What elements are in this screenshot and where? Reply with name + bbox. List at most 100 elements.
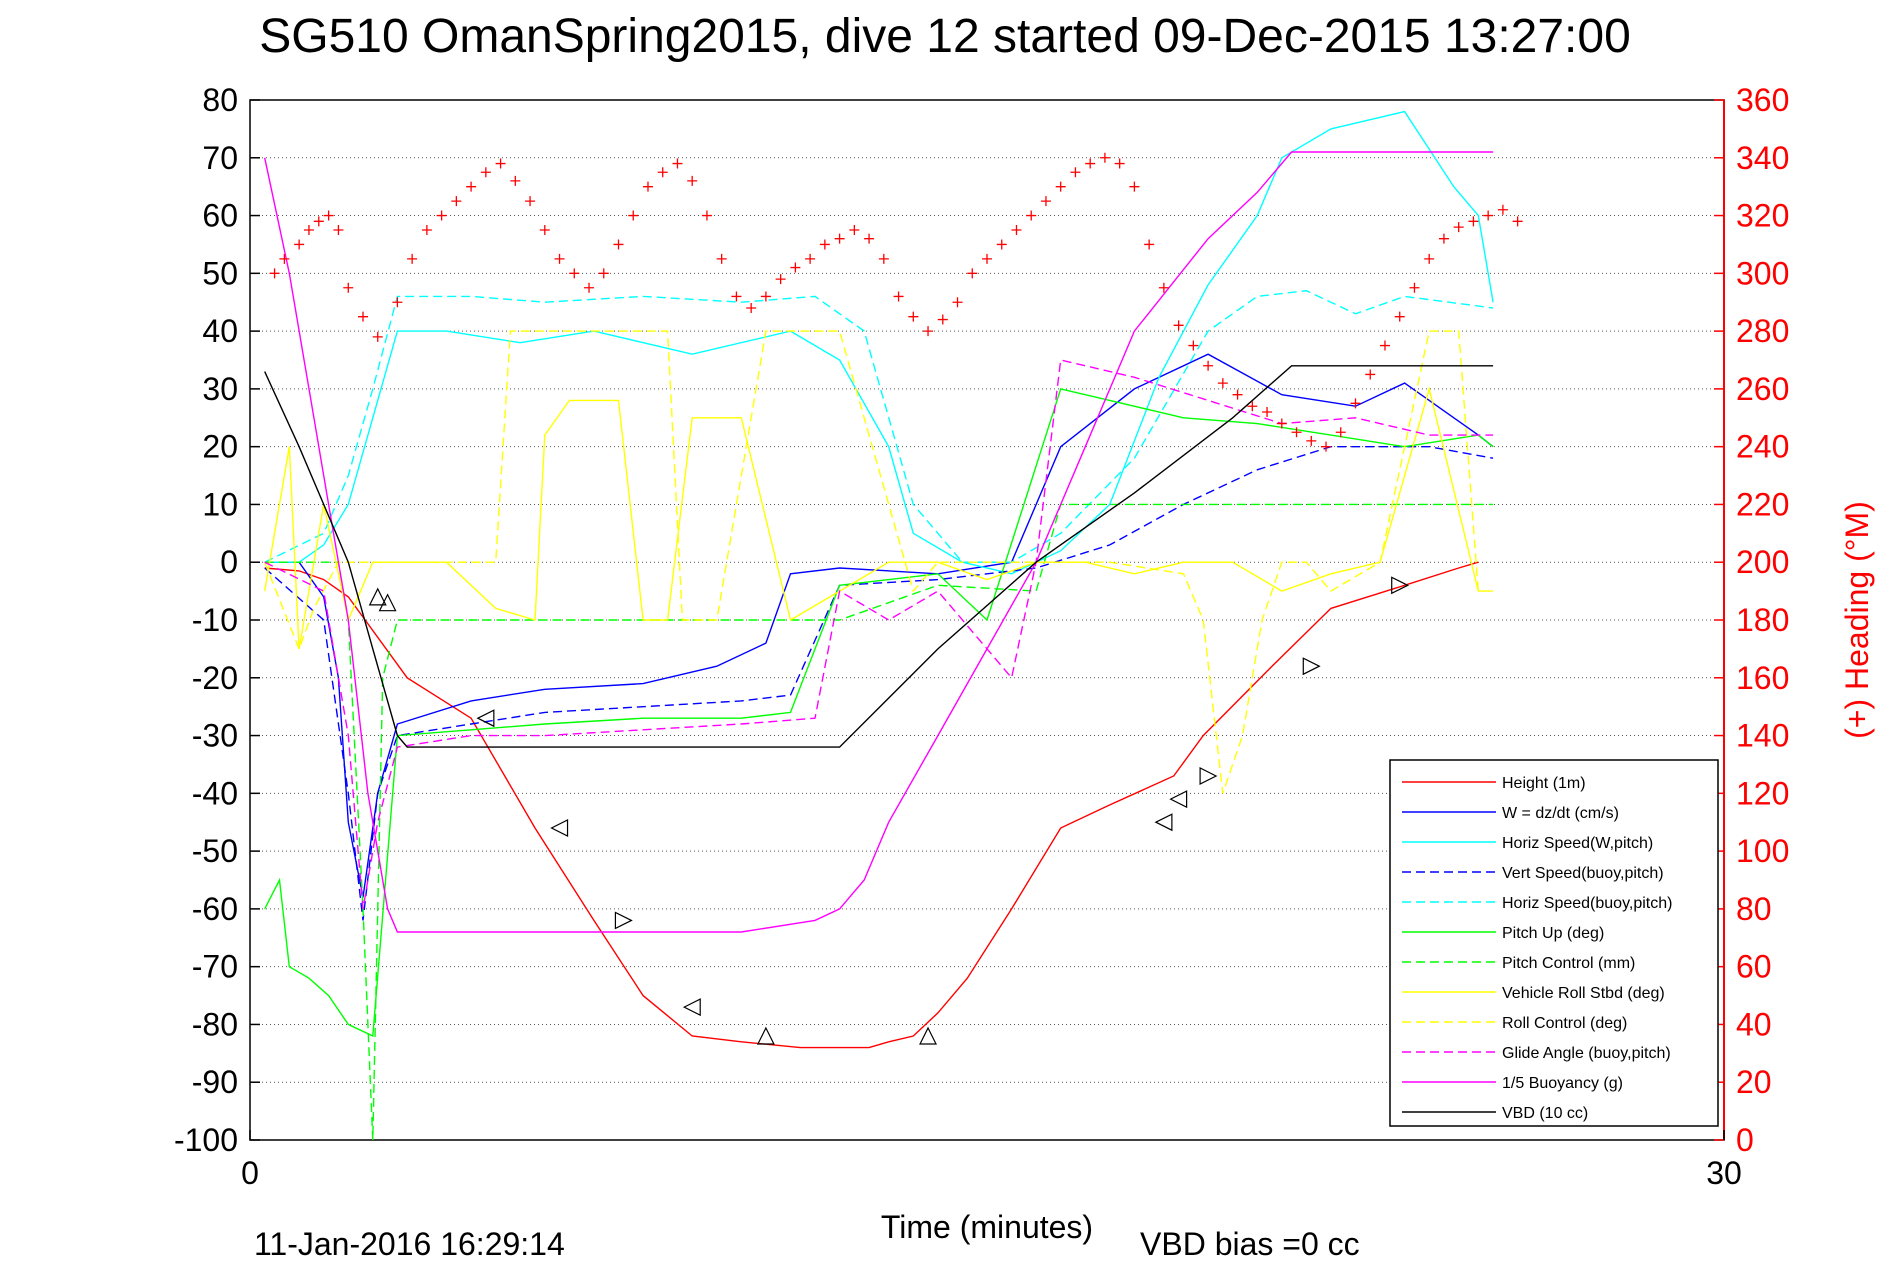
heading-point	[569, 268, 580, 279]
heading-point	[731, 291, 742, 302]
heading-point	[323, 210, 334, 221]
left-tick-label: 0	[220, 544, 238, 580]
heading-point	[451, 196, 462, 207]
heading-point	[834, 233, 845, 244]
heading-point	[701, 210, 712, 221]
heading-point	[687, 175, 698, 186]
heading-point	[1203, 360, 1214, 371]
heading-point	[1085, 158, 1096, 169]
heading-point	[421, 225, 432, 235]
heading-point	[1173, 320, 1184, 331]
right-tick-label: 140	[1736, 718, 1789, 754]
right-tick-label: 80	[1736, 891, 1772, 927]
triangle-marker	[614, 911, 633, 930]
heading-point	[746, 303, 757, 313]
heading-markers	[269, 152, 1523, 452]
triangle-marker	[1154, 813, 1173, 832]
heading-point	[584, 282, 595, 293]
right-tick-label: 200	[1736, 544, 1789, 580]
heading-point	[864, 233, 875, 244]
heading-point	[392, 297, 403, 308]
heading-point	[657, 167, 668, 178]
right-tick-label: 0	[1736, 1122, 1754, 1158]
heading-point	[1497, 204, 1508, 215]
left-tick-label: 50	[202, 255, 238, 291]
heading-point	[480, 167, 491, 178]
heading-point	[1379, 340, 1390, 351]
left-tick-label: -20	[192, 660, 238, 696]
heading-point	[510, 175, 521, 186]
triangle-marker	[682, 998, 701, 1017]
heading-point	[1217, 378, 1228, 389]
heading-point	[1512, 216, 1523, 227]
left-tick-label: -60	[192, 891, 238, 927]
right-tick-label: 180	[1736, 602, 1789, 638]
legend: Height (1m) W = dz/dt (cm/s) Horiz Speed(W…	[1389, 759, 1719, 1127]
x-tick-label: 30	[1706, 1155, 1742, 1191]
left-tick-label: 10	[202, 486, 238, 522]
heading-point	[1438, 233, 1449, 244]
right-tick-label: 60	[1736, 949, 1772, 985]
series-line	[264, 446, 1494, 921]
heading-point	[628, 210, 639, 221]
footer-vbd-bias: VBD bias =0 cc	[1140, 1226, 1360, 1262]
heading-point	[269, 268, 280, 279]
heading-point	[1483, 210, 1494, 221]
heading-point	[613, 239, 624, 250]
triangle-markers	[368, 576, 1410, 1045]
right-axis-ticks: 3603403203002802602402202001801601401201…	[1714, 82, 1789, 1158]
triangle-marker	[368, 587, 387, 606]
heading-point	[1468, 216, 1479, 227]
right-tick-label: 280	[1736, 313, 1789, 349]
triangle-marker	[1302, 657, 1321, 676]
right-tick-label: 360	[1736, 82, 1789, 118]
heading-point	[1114, 158, 1125, 169]
left-tick-label: 40	[202, 313, 238, 349]
triangle-marker	[378, 593, 397, 612]
heading-point	[407, 253, 418, 264]
legend-entry: Glide Angle (buoy,pitch)	[1502, 1045, 1671, 1062]
heading-point	[1306, 435, 1317, 446]
heading-point	[1335, 427, 1346, 438]
heading-point	[525, 196, 536, 207]
series-line	[264, 110, 1494, 575]
heading-point	[819, 239, 830, 250]
heading-point	[1247, 401, 1258, 412]
triangle-marker	[919, 1026, 938, 1045]
heading-point	[967, 268, 978, 279]
heading-point	[1276, 418, 1287, 429]
heading-point	[1453, 222, 1464, 233]
left-tick-label: 60	[202, 198, 238, 234]
heading-point	[279, 253, 290, 264]
heading-point	[908, 311, 919, 322]
triangle-marker	[756, 1026, 775, 1045]
heading-point	[775, 274, 786, 285]
legend-entry: Pitch Control (mm)	[1502, 955, 1635, 972]
heading-point	[294, 239, 305, 250]
heading-point	[716, 253, 727, 264]
heading-point	[1321, 441, 1332, 452]
heading-point	[672, 158, 683, 169]
heading-point	[436, 210, 447, 221]
left-tick-label: -40	[192, 775, 238, 811]
legend-entry: Vehicle Roll Stbd (deg)	[1502, 985, 1665, 1002]
left-tick-label: -50	[192, 833, 238, 869]
right-tick-label: 20	[1736, 1064, 1772, 1100]
footer-timestamp: 11-Jan-2016 16:29:14	[254, 1226, 565, 1262]
heading-point	[1394, 311, 1405, 322]
heading-point	[1099, 152, 1110, 163]
left-tick-label: -30	[192, 718, 238, 754]
left-tick-label: -100	[174, 1122, 238, 1158]
right-tick-label: 120	[1736, 775, 1789, 811]
heading-point	[1040, 196, 1051, 207]
right-tick-label: 320	[1736, 198, 1789, 234]
legend-entry: Roll Control (deg)	[1502, 1015, 1627, 1032]
right-tick-label: 220	[1736, 486, 1789, 522]
right-tick-label: 340	[1736, 140, 1789, 176]
heading-point	[598, 268, 609, 279]
heading-point	[539, 225, 550, 235]
triangle-marker	[550, 819, 569, 837]
heading-point	[982, 253, 992, 264]
heading-point	[805, 253, 816, 264]
